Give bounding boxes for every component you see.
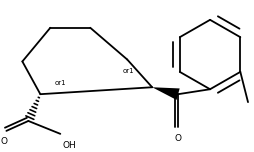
Text: O: O [1,137,8,146]
Polygon shape [152,87,180,100]
Text: or1: or1 [55,80,66,86]
Text: O: O [174,134,182,143]
Text: or1: or1 [122,68,134,74]
Text: OH: OH [62,141,76,150]
